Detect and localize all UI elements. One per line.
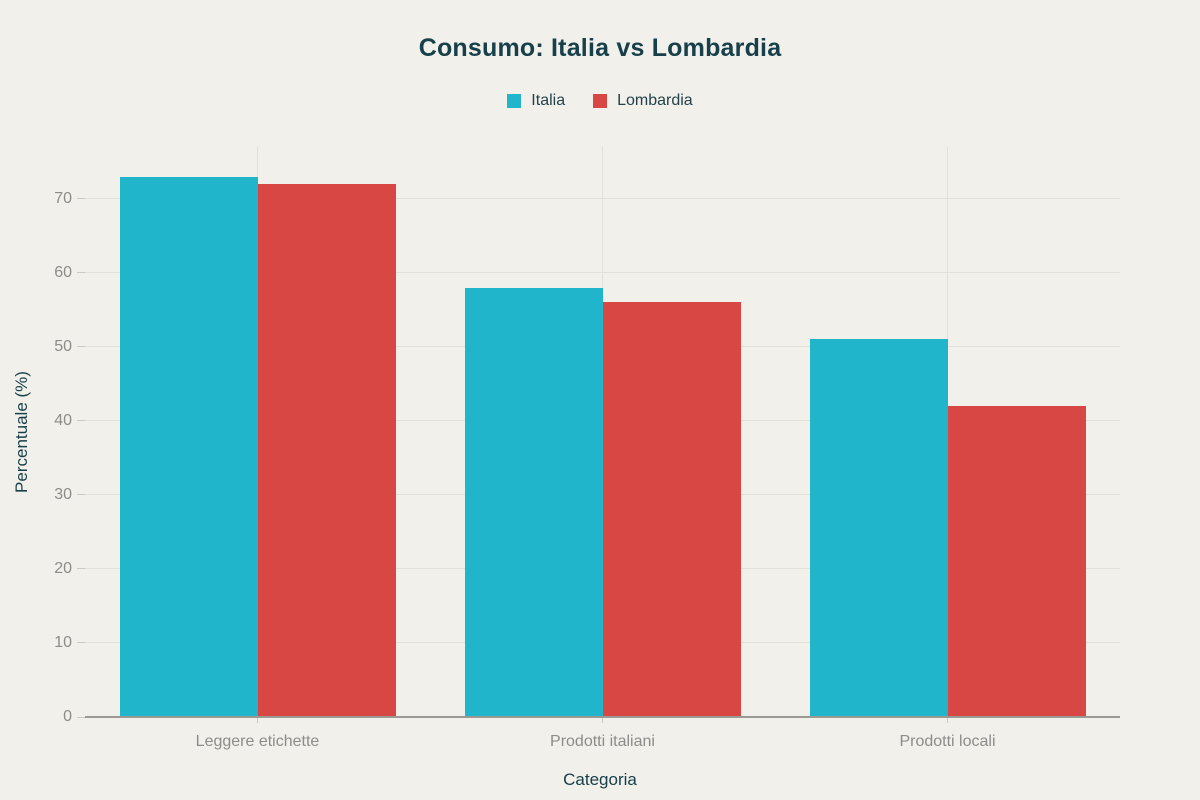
y-tick-label-10: 10 — [54, 633, 72, 651]
y-tick-label-20: 20 — [54, 559, 72, 577]
y-tick-mark — [77, 198, 85, 200]
x-tick-mark — [602, 718, 603, 723]
y-tick-label-50: 50 — [54, 337, 72, 355]
legend-item-italia[interactable]: Italia — [507, 92, 565, 110]
y-tick-mark — [77, 346, 85, 348]
x-tick-label-2: Prodotti locali — [899, 733, 996, 750]
bar-lombardia-0 — [257, 184, 396, 717]
y-tick-label-60: 60 — [54, 263, 72, 281]
y-tick-label-0: 0 — [63, 708, 72, 725]
plot-area: 0 10 20 30 40 50 60 70 Leggere etichette Prodotti… — [54, 147, 1120, 750]
bar-italia-0 — [119, 176, 258, 717]
y-axis-title: Percentuale (%) — [12, 371, 31, 493]
x-tick-label-1: Prodotti italiani — [550, 733, 655, 750]
legend-swatch-italia-icon — [507, 94, 522, 108]
x-axis-title: Categoria — [563, 770, 637, 789]
x-tick-mark — [257, 718, 258, 723]
legend-item-lombardia[interactable]: Lombardia — [593, 92, 693, 110]
chart-title: Consumo: Italia vs Lombardia — [418, 34, 782, 62]
y-tick-mark — [77, 420, 85, 422]
y-tick-mark — [77, 272, 85, 274]
legend: Italia Lombardia — [0, 92, 1200, 110]
bar-lombardia-2 — [947, 406, 1086, 717]
y-tick-mark — [77, 568, 85, 570]
bar-lombardia-1 — [602, 302, 741, 717]
legend-label-lombardia: Lombardia — [617, 92, 693, 109]
legend-swatch-lombardia-icon — [593, 94, 608, 108]
y-tick-label-40: 40 — [54, 411, 72, 429]
x-tick-mark — [947, 718, 948, 723]
y-tick-mark — [77, 494, 85, 496]
y-tick-mark — [77, 716, 85, 718]
bar-italia-2 — [809, 339, 948, 717]
y-tick-label-30: 30 — [54, 485, 72, 503]
x-axis-line — [85, 716, 1120, 718]
y-tick-label-70: 70 — [54, 189, 72, 207]
y-tick-mark — [77, 642, 85, 644]
legend-label-italia: Italia — [531, 92, 566, 109]
x-tick-label-0: Leggere etichette — [195, 733, 320, 750]
bar-italia-1 — [464, 287, 603, 717]
